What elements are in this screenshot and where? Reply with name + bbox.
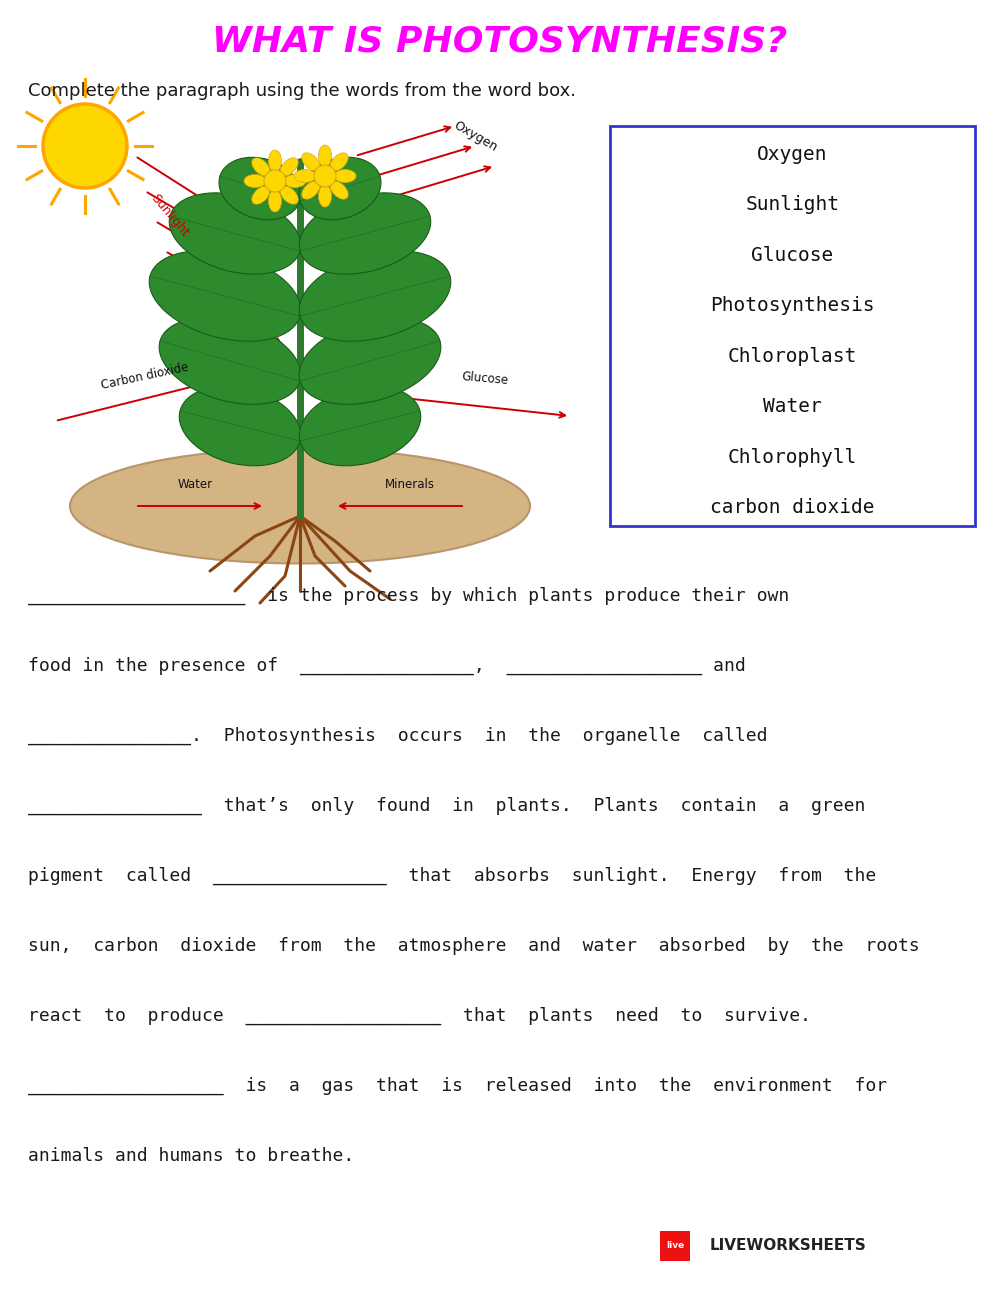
Ellipse shape bbox=[169, 192, 301, 274]
Ellipse shape bbox=[302, 181, 320, 199]
Ellipse shape bbox=[43, 105, 127, 188]
Text: Oxygen: Oxygen bbox=[451, 119, 499, 154]
Text: ____________________  is the process by which plants produce their own: ____________________ is the process by w… bbox=[28, 587, 789, 605]
Ellipse shape bbox=[299, 158, 381, 219]
Text: Glucose: Glucose bbox=[461, 371, 509, 387]
Text: carbon dioxide: carbon dioxide bbox=[710, 498, 875, 518]
Text: pigment  called  ________________  that  absorbs  sunlight.  Energy  from  the: pigment called ________________ that abs… bbox=[28, 866, 876, 886]
Ellipse shape bbox=[330, 152, 348, 170]
Text: food in the presence of  ________________,  __________________ and: food in the presence of ________________… bbox=[28, 657, 746, 675]
Text: Minerals: Minerals bbox=[385, 478, 435, 491]
Ellipse shape bbox=[149, 250, 301, 341]
Ellipse shape bbox=[318, 145, 332, 167]
Ellipse shape bbox=[299, 250, 451, 341]
Ellipse shape bbox=[219, 158, 301, 219]
Ellipse shape bbox=[70, 448, 530, 563]
Text: WHAT IS PHOTOSYNTHESIS?: WHAT IS PHOTOSYNTHESIS? bbox=[212, 25, 788, 58]
Ellipse shape bbox=[299, 318, 441, 404]
Ellipse shape bbox=[179, 386, 301, 466]
Text: Water: Water bbox=[177, 478, 213, 491]
Ellipse shape bbox=[244, 174, 266, 187]
Text: Chlorophyll: Chlorophyll bbox=[728, 448, 857, 467]
Text: sun,  carbon  dioxide  from  the  atmosphere  and  water  absorbed  by  the  roo: sun, carbon dioxide from the atmosphere … bbox=[28, 937, 920, 955]
Text: LIVEWORKSHEETS: LIVEWORKSHEETS bbox=[710, 1238, 867, 1254]
Ellipse shape bbox=[252, 158, 270, 176]
FancyBboxPatch shape bbox=[610, 127, 975, 525]
Ellipse shape bbox=[314, 165, 336, 187]
Ellipse shape bbox=[334, 169, 356, 182]
Text: Complete the paragraph using the words from the word box.: Complete the paragraph using the words f… bbox=[28, 83, 576, 99]
Ellipse shape bbox=[264, 170, 286, 192]
Ellipse shape bbox=[330, 181, 348, 199]
Text: animals and humans to breathe.: animals and humans to breathe. bbox=[28, 1146, 354, 1164]
Text: live: live bbox=[666, 1242, 684, 1251]
Ellipse shape bbox=[159, 318, 301, 404]
Text: Photosynthesis: Photosynthesis bbox=[710, 296, 875, 315]
Text: ________________  that’s  only  found  in  plants.  Plants  contain  a  green: ________________ that’s only found in pl… bbox=[28, 797, 865, 815]
Text: Chloroplast: Chloroplast bbox=[728, 347, 857, 365]
Ellipse shape bbox=[284, 174, 306, 187]
Ellipse shape bbox=[268, 190, 282, 212]
Ellipse shape bbox=[318, 185, 332, 207]
Text: __________________  is  a  gas  that  is  released  into  the  environment  for: __________________ is a gas that is rele… bbox=[28, 1077, 887, 1095]
Ellipse shape bbox=[299, 192, 431, 274]
Text: Sunlight: Sunlight bbox=[746, 195, 840, 214]
Ellipse shape bbox=[280, 158, 298, 176]
Text: Oxygen: Oxygen bbox=[757, 145, 828, 164]
Ellipse shape bbox=[252, 186, 270, 204]
Ellipse shape bbox=[302, 152, 320, 170]
Ellipse shape bbox=[299, 386, 421, 466]
Text: _______________.  Photosynthesis  occurs  in  the  organelle  called: _______________. Photosynthesis occurs i… bbox=[28, 727, 768, 745]
Ellipse shape bbox=[280, 186, 298, 204]
Text: Carbon dioxide: Carbon dioxide bbox=[100, 360, 190, 391]
Text: Glucose: Glucose bbox=[751, 245, 834, 265]
FancyBboxPatch shape bbox=[660, 1232, 690, 1261]
Text: Water: Water bbox=[763, 398, 822, 417]
Ellipse shape bbox=[294, 169, 316, 182]
Ellipse shape bbox=[268, 150, 282, 172]
Text: react  to  produce  __________________  that  plants  need  to  survive.: react to produce __________________ that… bbox=[28, 1007, 811, 1025]
Text: Sunlight: Sunlight bbox=[148, 192, 192, 240]
